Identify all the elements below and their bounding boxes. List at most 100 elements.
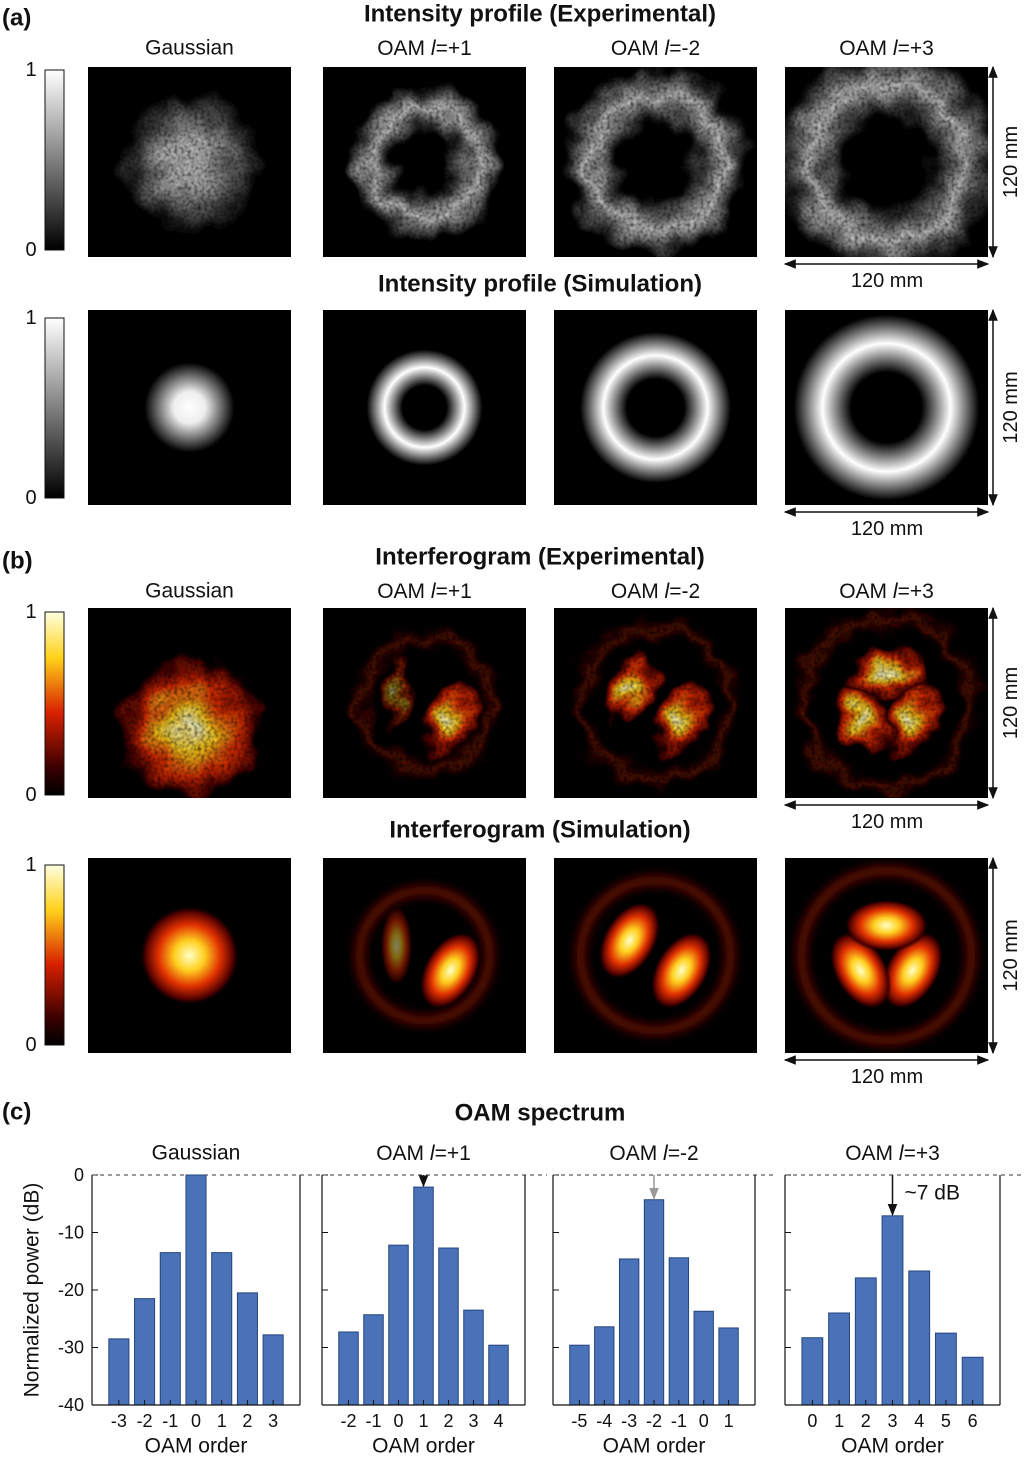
beam-image [785, 608, 988, 798]
colorbar [44, 611, 65, 796]
scale-label: 120 mm [1000, 371, 1022, 443]
beam-image [323, 67, 526, 257]
bar [159, 1252, 181, 1406]
column-label: OAM l=-2 [611, 580, 700, 603]
y-tick-label: -30 [58, 1338, 84, 1358]
bar [185, 1174, 207, 1406]
annotation: ~7 dB [905, 1182, 960, 1205]
bar [594, 1326, 615, 1406]
beam-image [554, 310, 757, 505]
chart-title: OAM l=+3 [845, 1142, 940, 1165]
x-tick-label: -4 [596, 1411, 612, 1431]
x-tick-label: 0 [699, 1411, 709, 1431]
fringe-ring [797, 613, 976, 793]
fringe-arm [881, 931, 944, 1010]
x-tick-label: 6 [968, 1411, 978, 1431]
bar [718, 1327, 739, 1406]
beam-pattern [119, 92, 260, 232]
fringe-ring [576, 876, 735, 1035]
bar [488, 1344, 509, 1406]
beam-image [88, 608, 291, 798]
image-background [554, 858, 757, 1053]
x-tick-label: 0 [807, 1411, 817, 1431]
chart-title: OAM l=-2 [609, 1142, 698, 1165]
beam-image [554, 608, 757, 798]
fringe-arm [650, 931, 713, 1010]
x-tick-label: -5 [571, 1411, 587, 1431]
beam-ring [785, 310, 988, 505]
scale-label: 120 mm [851, 1066, 923, 1088]
fringe-ring [797, 866, 976, 1045]
bar [413, 1186, 434, 1406]
beam-pattern [576, 876, 735, 1035]
scale-label: 120 mm [851, 270, 923, 292]
bar [854, 1277, 877, 1406]
x-tick-label: 0 [191, 1411, 201, 1431]
section-title: OAM spectrum [455, 1100, 626, 1127]
beam-spot [119, 92, 260, 232]
beam-pattern [576, 623, 735, 783]
scale-label: 120 mm [1000, 667, 1022, 739]
fringe-arm [419, 931, 482, 1010]
x-tick-label: -2 [646, 1411, 662, 1431]
beam-ring [348, 331, 501, 484]
x-tick-label: 2 [242, 1411, 252, 1431]
beam-image [88, 67, 291, 257]
x-tick-label: 3 [468, 1411, 478, 1431]
x-tick-label: 5 [941, 1411, 951, 1431]
x-tick-label: -1 [365, 1411, 381, 1431]
beam-spot [139, 905, 240, 1006]
scale-label: 120 mm [1000, 126, 1022, 198]
y-tick-label: -40 [58, 1395, 84, 1415]
beam-ring [554, 67, 757, 257]
chart-title: OAM l=+1 [376, 1142, 471, 1165]
x-tick-label: 1 [834, 1411, 844, 1431]
colorbar-tick-label: 1 [25, 59, 36, 81]
colorbar [44, 69, 65, 251]
beam-image [554, 858, 757, 1053]
y-tick-label: -20 [58, 1280, 84, 1300]
bar [693, 1310, 714, 1406]
beam-ring [556, 310, 755, 505]
beam-pattern [144, 362, 235, 453]
bar [363, 1314, 384, 1406]
image-background [554, 608, 757, 798]
fringe-arm [598, 901, 661, 980]
colorbar-tick-label: 0 [25, 784, 36, 806]
beam-image [88, 858, 291, 1053]
section-title: Intensity profile (Simulation) [378, 271, 702, 298]
column-label: Gaussian [145, 37, 234, 60]
beam-pattern [348, 331, 501, 484]
x-tick-label: -1 [671, 1411, 687, 1431]
beam-image [785, 67, 988, 257]
panel-label: (c) [2, 1099, 31, 1126]
image-background [785, 608, 988, 798]
x-tick-label: 1 [217, 1411, 227, 1431]
x-axis-label: OAM order [841, 1435, 944, 1458]
x-tick-label: 4 [493, 1411, 503, 1431]
x-tick-label: 2 [443, 1411, 453, 1431]
column-label: OAM l=+3 [839, 37, 934, 60]
x-tick-label: 3 [887, 1411, 897, 1431]
chart-title: Gaussian [152, 1142, 241, 1165]
beam-pattern [785, 67, 988, 257]
beam-pattern [139, 905, 240, 1006]
x-tick-label: 3 [268, 1411, 278, 1431]
beam-image [785, 858, 988, 1053]
bar [463, 1309, 484, 1406]
x-tick-label: 1 [418, 1411, 428, 1431]
y-tick-label: 0 [74, 1165, 84, 1185]
section-title: Interferogram (Experimental) [375, 544, 704, 571]
beam-pattern [355, 886, 494, 1025]
beam-pattern [355, 633, 494, 773]
fringe-arm [380, 905, 413, 986]
beam-ring [785, 67, 988, 257]
beam-image [323, 310, 526, 505]
x-axis-label: OAM order [372, 1435, 475, 1458]
beam-spot [114, 653, 265, 798]
bar [338, 1331, 359, 1406]
column-label: OAM l=+3 [839, 580, 934, 603]
beam-pattern [114, 653, 265, 798]
colorbar [44, 317, 65, 499]
